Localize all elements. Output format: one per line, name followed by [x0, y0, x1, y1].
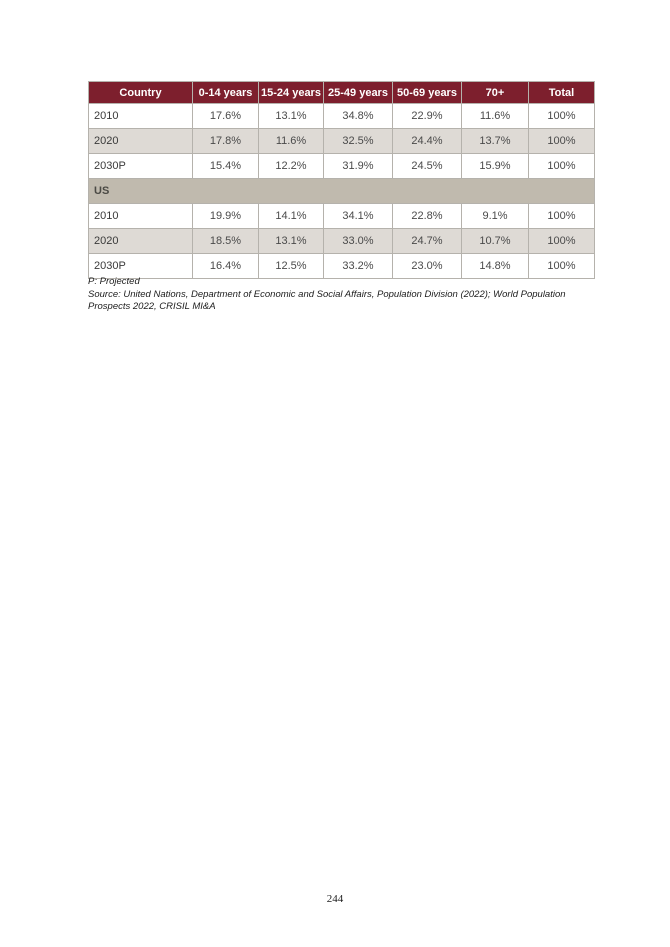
column-header-70plus: 70+	[461, 81, 529, 104]
table-cell: 12.2%	[258, 153, 324, 179]
table-cell: 34.1%	[323, 203, 393, 229]
table-body: 2010 17.6% 13.1% 34.8% 22.9% 11.6% 100% …	[88, 103, 595, 279]
table-row: 2010 17.6% 13.1% 34.8% 22.9% 11.6% 100%	[88, 103, 595, 129]
column-header-total: Total	[528, 81, 595, 104]
column-header-15-24: 15-24 years	[258, 81, 324, 104]
table-cell: 17.6%	[192, 103, 259, 129]
table-cell: 33.0%	[323, 228, 393, 254]
table-cell: 9.1%	[461, 203, 529, 229]
row-label: 2030P	[88, 153, 193, 179]
row-label: 2030P	[88, 253, 193, 279]
table-cell: 15.9%	[461, 153, 529, 179]
column-header-25-49: 25-49 years	[323, 81, 393, 104]
section-label: US	[88, 178, 595, 204]
table-cell: 17.8%	[192, 128, 259, 154]
section-header-row-us: US	[88, 178, 595, 204]
table-cell: 33.2%	[323, 253, 393, 279]
column-header-0-14: 0-14 years	[192, 81, 259, 104]
table-cell: 100%	[528, 153, 595, 179]
table-row: 2020 18.5% 13.1% 33.0% 24.7% 10.7% 100%	[88, 228, 595, 254]
age-distribution-table-container: Country 0-14 years 15-24 years 25-49 yea…	[88, 81, 595, 279]
table-cell: 100%	[528, 253, 595, 279]
table-header: Country 0-14 years 15-24 years 25-49 yea…	[88, 81, 595, 104]
row-label: 2010	[88, 103, 193, 129]
table-cell: 100%	[528, 103, 595, 129]
table-cell: 16.4%	[192, 253, 259, 279]
table-cell: 23.0%	[392, 253, 462, 279]
table-cell: 22.9%	[392, 103, 462, 129]
table-cell: 13.1%	[258, 228, 324, 254]
table-cell: 100%	[528, 203, 595, 229]
note-source: Source: United Nations, Department of Ec…	[88, 288, 566, 313]
table-row: 2010 19.9% 14.1% 34.1% 22.8% 9.1% 100%	[88, 203, 595, 229]
table-cell: 24.5%	[392, 153, 462, 179]
table-cell: 14.1%	[258, 203, 324, 229]
row-label: 2020	[88, 228, 193, 254]
table-cell: 22.8%	[392, 203, 462, 229]
table-cell: 12.5%	[258, 253, 324, 279]
table-cell: 100%	[528, 128, 595, 154]
table-row: 2030P 15.4% 12.2% 31.9% 24.5% 15.9% 100%	[88, 153, 595, 179]
table-cell: 24.4%	[392, 128, 462, 154]
table-row: 2020 17.8% 11.6% 32.5% 24.4% 13.7% 100%	[88, 128, 595, 154]
row-label: 2020	[88, 128, 193, 154]
page-number: 244	[326, 893, 344, 905]
table-cell: 11.6%	[258, 128, 324, 154]
age-distribution-table: Country 0-14 years 15-24 years 25-49 yea…	[88, 81, 595, 279]
table-row: 2030P 16.4% 12.5% 33.2% 23.0% 14.8% 100%	[88, 253, 595, 279]
table-cell: 24.7%	[392, 228, 462, 254]
column-header-50-69: 50-69 years	[392, 81, 462, 104]
table-header-row: Country 0-14 years 15-24 years 25-49 yea…	[88, 81, 595, 104]
table-cell: 13.7%	[461, 128, 529, 154]
row-label: 2010	[88, 203, 193, 229]
table-cell: 15.4%	[192, 153, 259, 179]
table-cell: 18.5%	[192, 228, 259, 254]
column-header-country: Country	[88, 81, 193, 104]
table-cell: 14.8%	[461, 253, 529, 279]
table-footnotes: P: Projected Source: United Nations, Dep…	[88, 276, 596, 314]
table-cell: 10.7%	[461, 228, 529, 254]
note-projected: P: Projected	[88, 276, 140, 287]
table-cell: 34.8%	[323, 103, 393, 129]
table-cell: 19.9%	[192, 203, 259, 229]
table-cell: 31.9%	[323, 153, 393, 179]
table-cell: 11.6%	[461, 103, 529, 129]
table-cell: 100%	[528, 228, 595, 254]
table-cell: 13.1%	[258, 103, 324, 129]
table-cell: 32.5%	[323, 128, 393, 154]
